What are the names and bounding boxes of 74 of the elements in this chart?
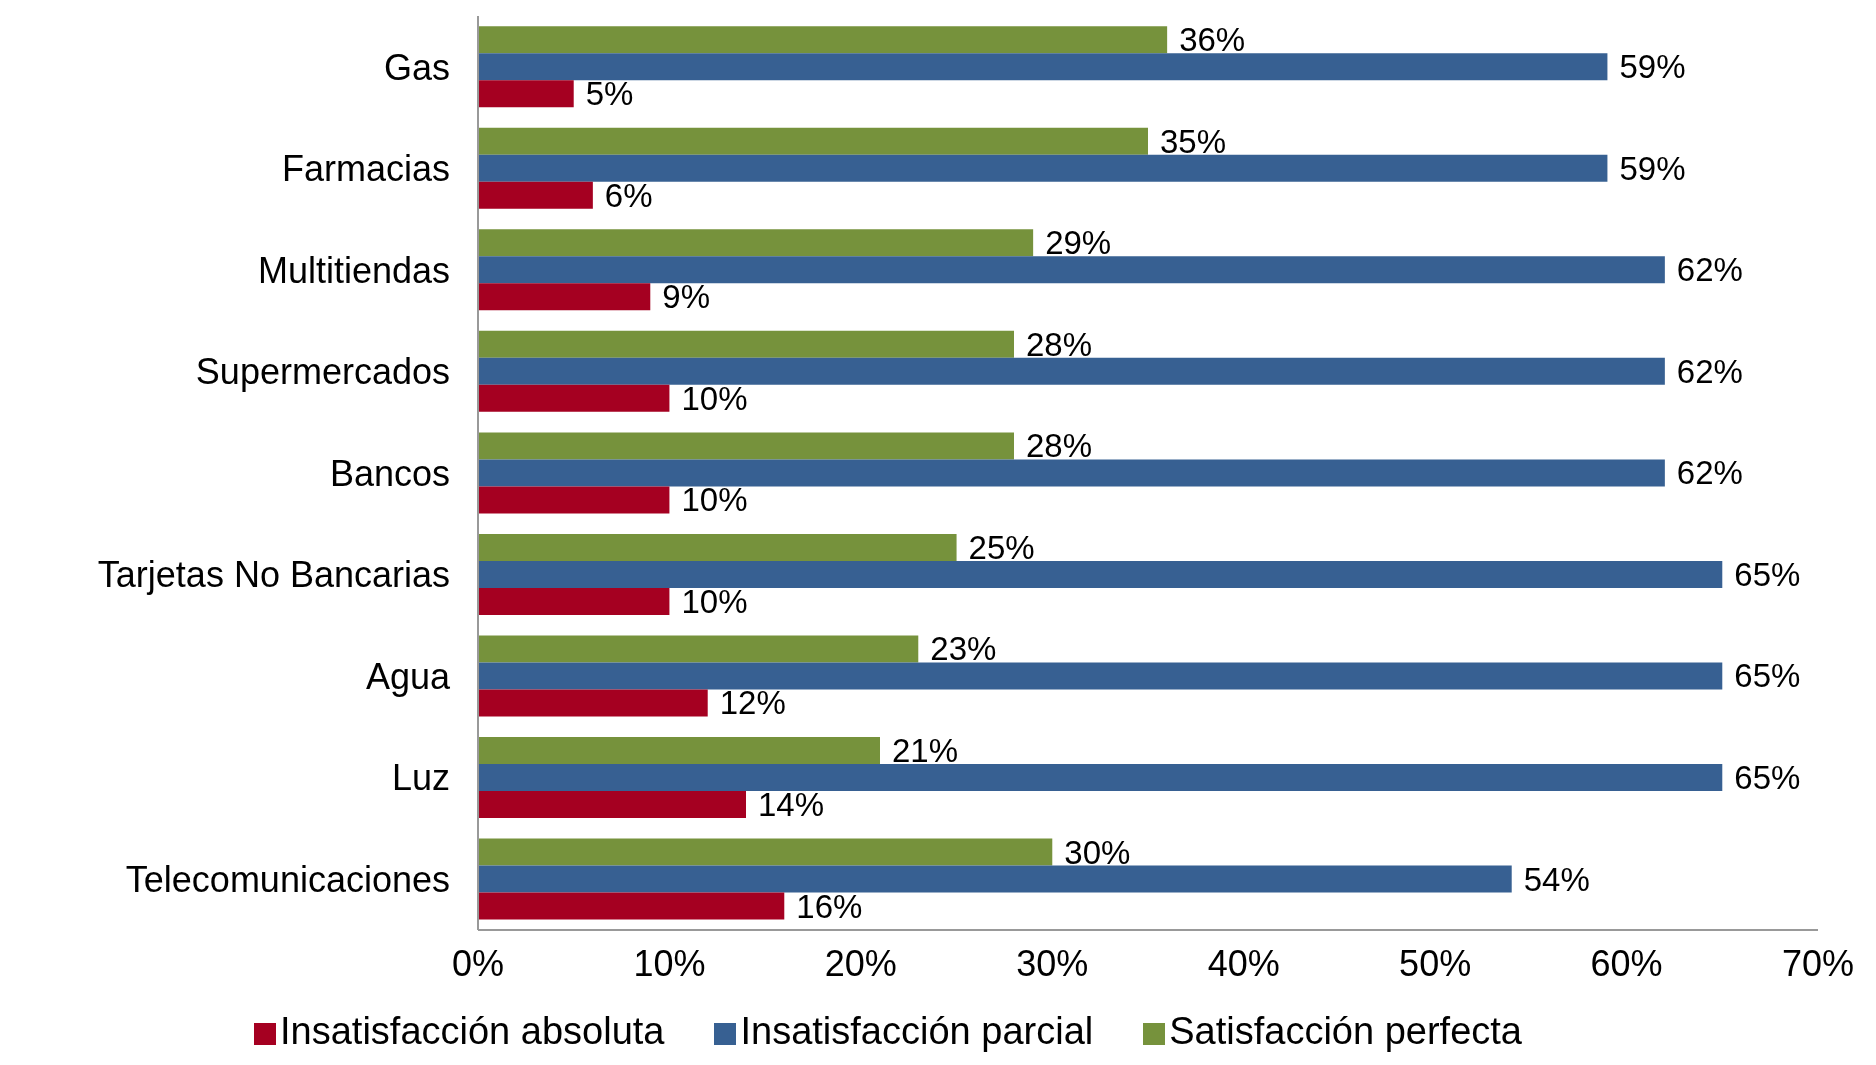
x-tick-label: 60% [1590,942,1663,984]
data-label: 62% [1676,352,1743,390]
legend-label: Satisfacción perfecta [1169,1010,1522,1052]
x-tick-label: 20% [824,942,897,984]
data-label: 28% [1026,325,1093,363]
bar [478,838,1053,866]
bar [478,229,1034,257]
data-label: 59% [1619,48,1686,86]
data-label: 54% [1523,860,1590,898]
data-label: 65% [1734,555,1801,593]
data-label: 30% [1064,833,1131,871]
bar [478,127,1148,155]
data-label: 28% [1026,427,1093,465]
bar [478,892,785,920]
data-label: 65% [1734,657,1801,695]
data-label: 16% [796,887,863,925]
y-tick-label: Supermercados [195,351,450,393]
legend-label: Insatisfacción parcial [740,1010,1094,1052]
data-label: 6% [604,176,653,214]
bar [478,384,670,412]
data-label: 62% [1676,251,1743,289]
bar [478,587,670,615]
bar [478,53,1608,81]
data-label: 10% [681,481,748,519]
data-label: 23% [930,630,997,668]
bar [478,791,746,819]
data-label: 10% [681,379,748,417]
y-tick-label: Agua [365,655,451,697]
bar [478,80,574,108]
data-label: 10% [681,582,748,620]
data-label: 12% [719,684,786,722]
bar [478,330,1014,358]
data-label: 5% [585,75,634,113]
x-tick-label: 0% [451,942,505,984]
bar [478,357,1665,385]
x-tick-label: 30% [1016,942,1089,984]
y-tick-label: Telecomunicaciones [125,859,450,900]
data-label: 36% [1179,21,1246,59]
bar [478,459,1665,487]
x-tick-label: 40% [1207,942,1280,984]
bar [478,865,1512,893]
y-tick-label: Bancos [329,452,450,494]
x-tick-label: 50% [1399,942,1472,984]
data-label: 14% [758,786,825,824]
y-tick-label: Gas [383,46,450,88]
bar [478,283,651,311]
y-tick-label: Tarjetas No Bancarias [97,554,450,596]
bar [478,635,919,663]
bar [478,560,1723,588]
y-tick-label: Luz [391,757,450,799]
bar [478,486,670,514]
data-label: 29% [1045,224,1112,262]
x-tick-label: 10% [633,942,706,984]
legend-label: Insatisfacción absoluta [280,1010,665,1052]
bar [478,154,1608,182]
bar [478,181,593,209]
data-label: 21% [892,732,959,770]
data-label: 9% [662,278,710,316]
data-label: 35% [1160,122,1227,160]
bar [478,662,1723,690]
x-tick-label: 70% [1781,942,1855,984]
bar [478,737,880,765]
data-label: 65% [1734,759,1801,797]
data-label: 25% [968,528,1035,566]
data-label: 62% [1676,454,1743,492]
y-tick-label: Multitiendas [257,249,450,291]
bar [478,689,708,717]
bar [478,764,1723,792]
bar [478,26,1168,54]
data-label: 59% [1619,149,1686,187]
y-tick-label: Farmacias [281,148,450,190]
bar [478,432,1014,460]
bar [478,256,1665,284]
bar [478,533,957,561]
